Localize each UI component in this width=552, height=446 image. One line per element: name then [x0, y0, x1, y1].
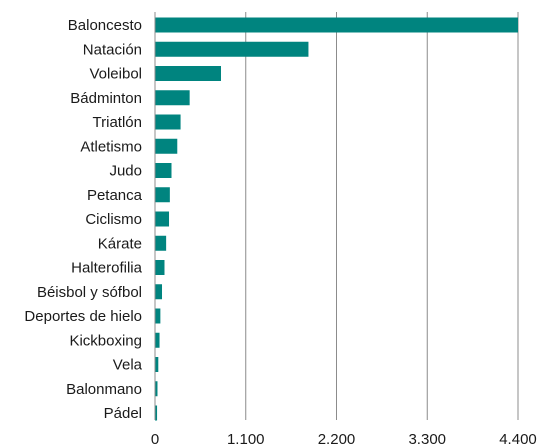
bar	[155, 90, 190, 106]
bar	[155, 17, 518, 33]
bar	[155, 381, 158, 397]
category-label: Kárate	[98, 235, 142, 252]
bar	[155, 163, 172, 178]
grid-lines	[245, 12, 519, 420]
category-label: Judo	[109, 163, 142, 180]
bar	[155, 114, 181, 130]
category-label: Pádel	[104, 405, 142, 422]
category-label: Atletismo	[80, 138, 142, 155]
category-label: Kickboxing	[69, 332, 142, 349]
category-label: Béisbol y sófbol	[37, 284, 142, 301]
bar	[155, 357, 159, 372]
category-label: Ciclismo	[85, 211, 142, 228]
bar	[155, 41, 309, 57]
x-tick-label: 1.100	[227, 431, 265, 446]
category-label: Voleibol	[89, 66, 142, 83]
x-tick-label: 4.400	[499, 431, 537, 446]
bar	[155, 332, 160, 348]
category-label: Bádminton	[70, 90, 142, 107]
bar	[155, 308, 161, 324]
category-label: Balonmano	[66, 381, 142, 398]
category-label: Triatlón	[93, 114, 142, 131]
bar	[155, 187, 170, 203]
x-tick-labels: 0 1.100 2.200 3.300 4.400	[151, 431, 537, 446]
bar	[155, 138, 178, 154]
x-tick-label: 2.200	[318, 431, 356, 446]
x-tick-label: 3.300	[408, 431, 446, 446]
category-label: Baloncesto	[68, 17, 142, 34]
category-label: Deportes de hielo	[24, 308, 142, 325]
bar	[155, 235, 167, 251]
bar	[155, 405, 158, 421]
bar	[155, 284, 163, 300]
bars	[155, 17, 518, 421]
category-label: Natación	[83, 41, 142, 58]
bar	[155, 66, 221, 81]
category-label: Halterofilia	[71, 260, 143, 277]
bar	[155, 260, 165, 275]
x-tick-label: 0	[151, 431, 159, 446]
category-labels: Baloncesto Natación Voleibol Bádminton Triat…	[24, 17, 142, 422]
bar	[155, 211, 170, 227]
category-label: Vela	[113, 357, 143, 374]
category-label: Petanca	[87, 187, 143, 204]
